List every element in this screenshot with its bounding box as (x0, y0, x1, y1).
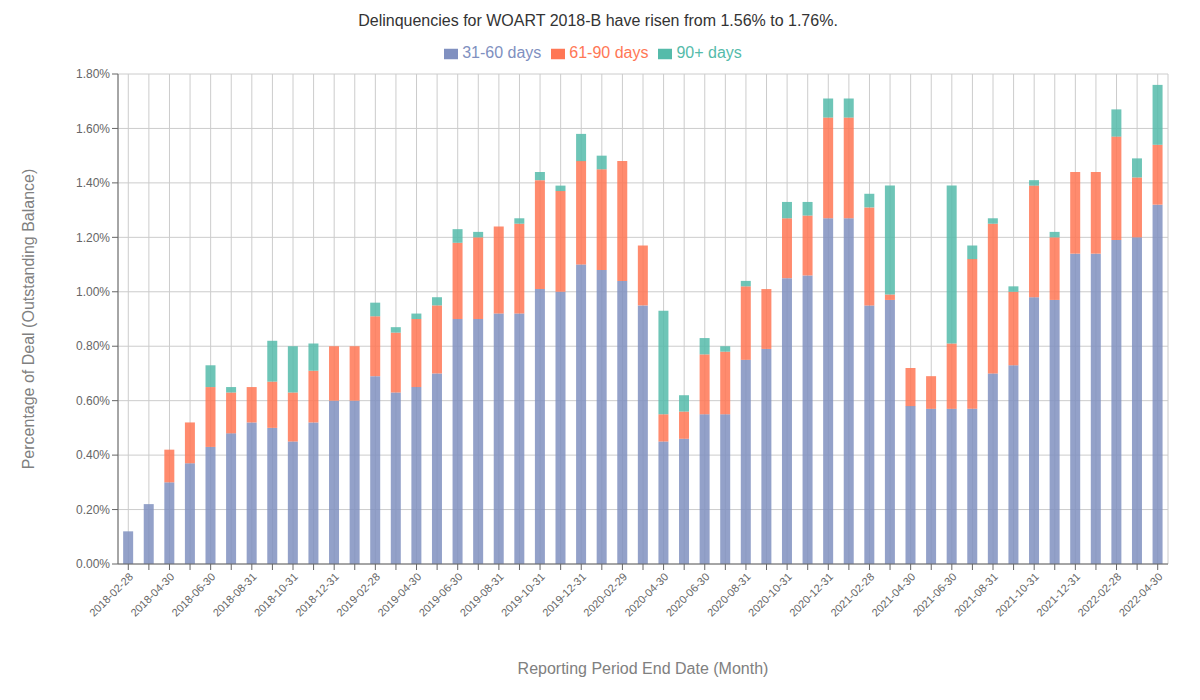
svg-text:1.20%: 1.20% (76, 231, 110, 245)
svg-text:0.20%: 0.20% (76, 503, 110, 517)
svg-text:2019-12-31: 2019-12-31 (539, 570, 589, 619)
svg-text:2021-06-30: 2021-06-30 (910, 570, 959, 619)
svg-text:2018-02-28: 2018-02-28 (86, 570, 136, 619)
svg-text:2018-06-30: 2018-06-30 (169, 570, 218, 619)
svg-text:1.80%: 1.80% (76, 67, 110, 81)
svg-text:Reporting Period End Date (Mon: Reporting Period End Date (Month) (518, 660, 769, 677)
svg-text:2021-12-31: 2021-12-31 (1034, 570, 1083, 619)
svg-text:0.40%: 0.40% (76, 448, 110, 462)
svg-text:Percentage of Deal (Outstandin: Percentage of Deal (Outstanding Balance) (20, 169, 37, 470)
html-text:Delinquencies for WOART 2018-B: Delinquencies for WOART 2018-B have rise… (358, 12, 838, 29)
svg-text:2020-08-31: 2020-08-31 (704, 570, 753, 619)
html-text:61-90 days: 61-90 days (569, 44, 649, 61)
svg-text:2018-08-31: 2018-08-31 (210, 570, 259, 619)
svg-text:1.60%: 1.60% (76, 122, 110, 136)
svg-text:2019-02-28: 2019-02-28 (334, 570, 383, 619)
svg-text:2019-04-30: 2019-04-30 (375, 570, 424, 619)
svg-text:2020-12-31: 2020-12-31 (786, 570, 836, 619)
svg-text:2021-04-30: 2021-04-30 (869, 570, 918, 619)
svg-text:2021-02-28: 2021-02-28 (828, 570, 877, 619)
svg-text:2022-02-28: 2022-02-28 (1075, 570, 1124, 619)
svg-text:2019-10-31: 2019-10-31 (498, 570, 547, 619)
svg-text:1.00%: 1.00% (76, 285, 110, 299)
html-text:90+ days: 90+ days (676, 44, 742, 61)
svg-text:2018-04-30: 2018-04-30 (128, 570, 177, 619)
svg-text:2022-04-30: 2022-04-30 (1116, 570, 1164, 618)
svg-text:0.80%: 0.80% (76, 339, 110, 353)
svg-text:2020-10-31: 2020-10-31 (745, 570, 795, 619)
svg-text:2020-04-30: 2020-04-30 (622, 570, 671, 619)
svg-text:2019-06-30: 2019-06-30 (416, 570, 465, 619)
svg-text:2018-10-31: 2018-10-31 (251, 570, 300, 619)
svg-text:2018-12-31: 2018-12-31 (292, 570, 342, 619)
svg-text:2020-02-29: 2020-02-29 (581, 570, 630, 619)
svg-text:1.40%: 1.40% (76, 176, 110, 190)
svg-text:2019-08-31: 2019-08-31 (457, 570, 506, 619)
svg-text:0.00%: 0.00% (76, 557, 110, 571)
svg-text:2021-08-31: 2021-08-31 (951, 570, 1000, 619)
svg-text:0.60%: 0.60% (76, 394, 110, 408)
html-text:31-60 days: 31-60 days (462, 44, 542, 61)
svg-text:2020-06-30: 2020-06-30 (663, 570, 712, 619)
svg-text:2021-10-31: 2021-10-31 (992, 570, 1042, 619)
